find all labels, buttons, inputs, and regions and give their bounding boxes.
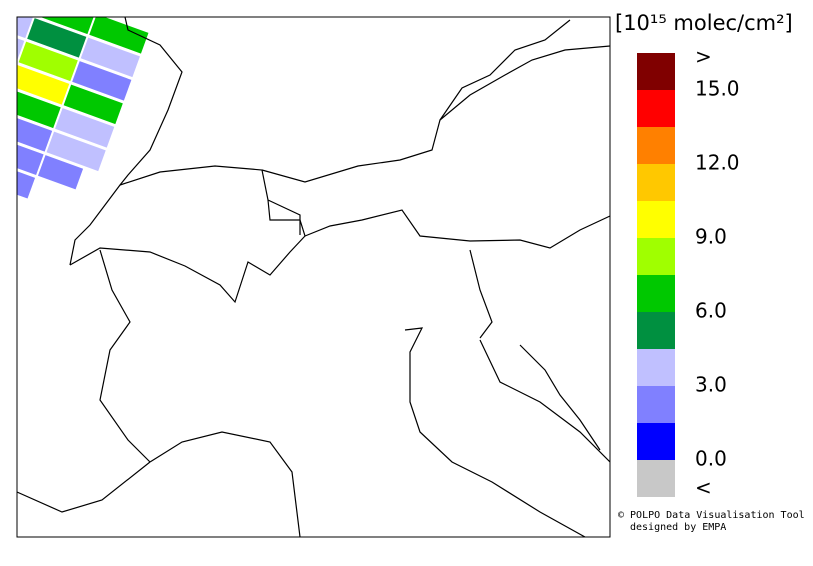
- color-swatch: [637, 386, 675, 423]
- color-swatch: [637, 127, 675, 164]
- legend-tick-label: 15.0: [695, 77, 740, 101]
- map-outlines: [17, 17, 610, 537]
- legend-tick-label: 0.0: [695, 447, 727, 471]
- color-legend: [10¹⁵ molec/cm²] > <15.0 12.0 9.0 6.0 3.0 0.0: [615, 11, 793, 500]
- map-frame: [16, 16, 611, 538]
- under-swatch: [637, 460, 675, 497]
- color-swatch: [637, 275, 675, 312]
- under-label: <: [695, 476, 712, 500]
- color-swatch: [637, 423, 675, 460]
- color-swatch: [637, 164, 675, 201]
- credit: © POLPO Data Visualisation Tool: [618, 510, 805, 521]
- legend-unit: [10¹⁵ molec/cm²]: [615, 11, 793, 35]
- color-swatch: [637, 238, 675, 275]
- color-swatch: [637, 201, 675, 238]
- over-label: >: [695, 45, 712, 69]
- credit: designed by EMPA: [630, 522, 726, 533]
- legend-tick-label: 6.0: [695, 299, 727, 323]
- over-swatch: [637, 53, 675, 90]
- legend-tick-label: 3.0: [695, 373, 727, 397]
- color-swatch: [637, 312, 675, 349]
- legend-tick-label: 9.0: [695, 225, 727, 249]
- color-swatch: [637, 349, 675, 386]
- legend-tick-label: 12.0: [695, 151, 740, 175]
- color-swatch: [637, 90, 675, 127]
- satellite-swath: [17, 17, 149, 199]
